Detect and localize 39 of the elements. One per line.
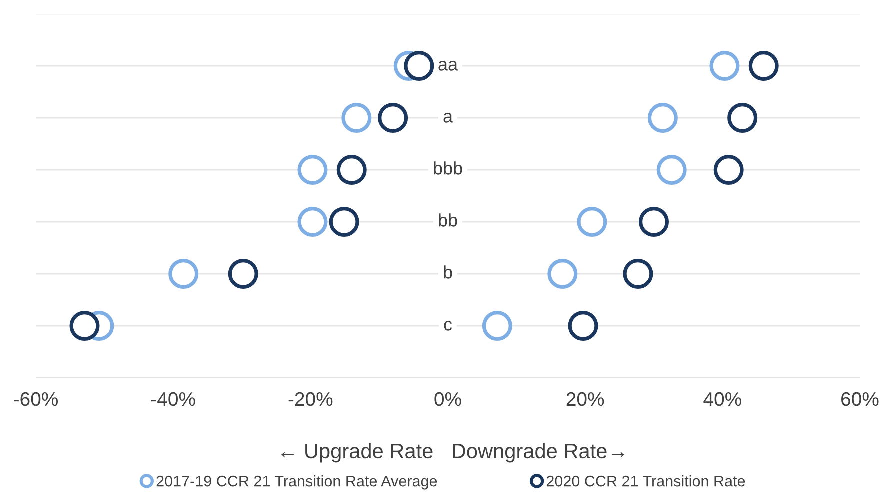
- point: [404, 51, 434, 81]
- text: Downgrade Rate→: [453, 443, 624, 463]
- x-tick-label: 60%: [842, 392, 879, 406]
- point: [228, 259, 258, 289]
- point: [656, 155, 687, 185]
- point: [748, 51, 779, 81]
- point: [298, 207, 328, 237]
- x-tick-label: -20%: [288, 392, 333, 406]
- point: [548, 259, 578, 289]
- legend-label: 2017-19 CCR 21 Transition Rate Average: [156, 476, 438, 490]
- y-tick-label: bbb: [434, 162, 462, 175]
- point: [70, 311, 100, 341]
- y-tick-label: b: [444, 266, 452, 279]
- point: [714, 155, 744, 185]
- y-tick-label: c: [444, 320, 452, 331]
- point: [168, 259, 199, 289]
- point: [577, 207, 608, 237]
- point: [568, 311, 598, 341]
- point: [329, 207, 360, 237]
- x-tick-label: -40%: [152, 392, 196, 406]
- point: [336, 155, 367, 185]
- point: [342, 103, 372, 133]
- x-tick-label: 20%: [566, 392, 604, 406]
- point: [482, 311, 512, 341]
- text: ← Upgrade Rate: [282, 443, 433, 463]
- x-tick-label: 40%: [704, 392, 742, 406]
- point: [639, 207, 669, 237]
- y-tick-label: bb: [439, 214, 458, 227]
- point: [623, 259, 654, 289]
- legend-label: 2020 CCR 21 Transition Rate: [546, 476, 746, 487]
- x-tick-label: 0%: [434, 392, 462, 406]
- point: [378, 103, 408, 133]
- point: [710, 51, 740, 81]
- point: [298, 155, 328, 185]
- y-tick-label: a: [444, 112, 454, 123]
- point: [648, 103, 678, 133]
- point: [728, 103, 758, 133]
- y-tick-label: aa: [438, 60, 458, 71]
- x-tick-label: -60%: [14, 392, 58, 406]
